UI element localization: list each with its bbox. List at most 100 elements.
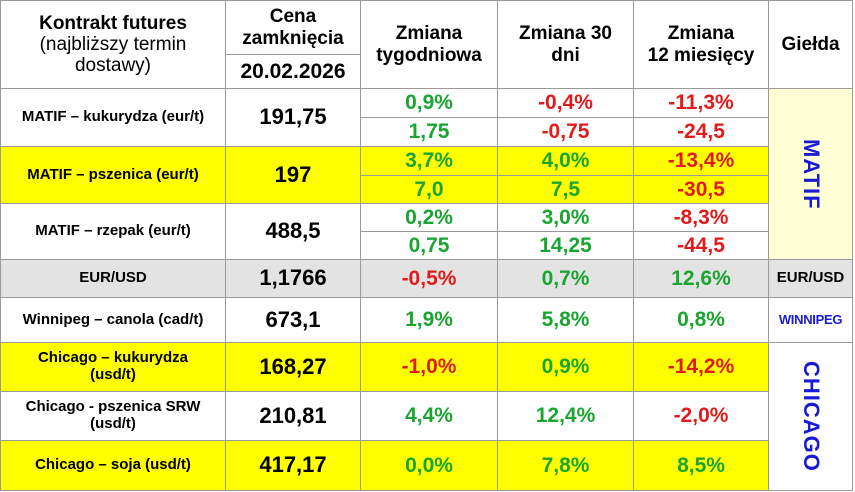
change-value: 1,9% xyxy=(405,308,453,332)
change-value: -0,4% xyxy=(538,91,593,115)
row-name-chicago-wheat: Chicago - pszenica SRW (usd/t) xyxy=(0,392,226,441)
matif-wheat-12m-abs: -30,5 xyxy=(634,176,769,204)
header-12m-line-2: 12 miesięcy xyxy=(647,44,755,66)
price-value: 191,75 xyxy=(259,104,327,130)
chicago-corn-weekly: -1,0% xyxy=(361,343,498,392)
change-value: 0,75 xyxy=(408,233,450,257)
chicago-soy-30d: 7,8% xyxy=(498,441,634,491)
change-value: -0,75 xyxy=(541,120,590,144)
matif-wheat-weekly-pct: 3,7% xyxy=(361,147,498,176)
header-price: Cena zamknięcia xyxy=(226,0,361,55)
header-contract-title: Kontrakt futures xyxy=(39,12,187,34)
eurusd-weekly: -0,5% xyxy=(361,260,498,298)
chicago-wheat-30d: 12,4% xyxy=(498,392,634,441)
exchange-chicago-label: CHICAGO xyxy=(798,361,824,472)
matif-corn-weekly-pct: 0,9% xyxy=(361,89,498,118)
chicago-soy-weekly: 0,0% xyxy=(361,441,498,491)
eurusd-12m: 12,6% xyxy=(634,260,769,298)
chicago-wheat-12m: -2,0% xyxy=(634,392,769,441)
header-exchange-text: Giełda xyxy=(781,33,840,55)
header-date: 20.02.2026 xyxy=(226,55,361,89)
row-name-text: Winnipeg – canola (cad/t) xyxy=(22,310,204,328)
exchange-eurusd-label: EUR/USD xyxy=(776,269,845,287)
row-name-chicago-soy: Chicago – soja (usd/t) xyxy=(0,441,226,491)
price-value: 197 xyxy=(274,161,312,187)
row-price-matif-wheat: 197 xyxy=(226,147,361,204)
change-value: -44,5 xyxy=(677,233,725,257)
header-contract-note-2: dostawy) xyxy=(74,55,152,77)
header-12m-line-1: Zmiana xyxy=(667,23,735,45)
price-value: 673,1 xyxy=(265,306,321,332)
row-name-eurusd: EUR/USD xyxy=(0,260,226,298)
row-name-text: EUR/USD xyxy=(79,269,147,287)
change-value: 0,9% xyxy=(405,91,453,115)
change-value: -14,2% xyxy=(667,355,735,379)
matif-wheat-30d-abs: 7,5 xyxy=(498,176,634,204)
change-value: 0,0% xyxy=(405,453,453,477)
change-value: 14,25 xyxy=(539,233,592,257)
header-30d: Zmiana 30 dni xyxy=(498,0,634,89)
chicago-corn-30d: 0,9% xyxy=(498,343,634,392)
change-value: 4,4% xyxy=(405,404,453,428)
row-name-matif-wheat: MATIF – pszenica (eur/t) xyxy=(0,147,226,204)
change-value: 7,5 xyxy=(550,177,581,201)
row-name-text: MATIF – rzepak (eur/t) xyxy=(35,222,191,240)
change-value: 0,8% xyxy=(677,308,725,332)
row-price-chicago-wheat: 210,81 xyxy=(226,392,361,441)
change-value: 3,7% xyxy=(405,149,453,173)
change-value: -0,5% xyxy=(401,266,457,290)
change-value: 0,7% xyxy=(541,266,590,290)
matif-corn-12m-abs: -24,5 xyxy=(634,118,769,147)
exchange-winnipeg-label: WINNIPEG xyxy=(778,311,843,327)
row-name-text: MATIF – pszenica (eur/t) xyxy=(27,165,199,183)
change-value: 5,8% xyxy=(541,308,590,332)
row-name-chicago-corn: Chicago – kukurydza (usd/t) xyxy=(0,343,226,392)
row-name-line-2: (usd/t) xyxy=(90,415,136,432)
winnipeg-30d: 5,8% xyxy=(498,298,634,343)
exchange-chicago: CHICAGO xyxy=(769,343,853,491)
row-name-line-1: Chicago – kukurydza xyxy=(37,349,189,367)
matif-rapeseed-30d-abs: 14,25 xyxy=(498,232,634,260)
matif-rapeseed-weekly-abs: 0,75 xyxy=(361,232,498,260)
change-value: 0,2% xyxy=(405,205,453,229)
matif-rapeseed-12m-abs: -44,5 xyxy=(634,232,769,260)
matif-rapeseed-weekly-pct: 0,2% xyxy=(361,204,498,232)
matif-corn-30d-abs: -0,75 xyxy=(498,118,634,147)
change-value: 0,9% xyxy=(541,355,590,379)
change-value: 7,8% xyxy=(541,453,590,477)
row-price-matif-rapeseed: 488,5 xyxy=(226,204,361,260)
change-value: -13,4% xyxy=(667,149,735,173)
matif-rapeseed-12m-pct: -8,3% xyxy=(634,204,769,232)
header-weekly-line-2: tygodniowa xyxy=(376,44,482,66)
change-value: 1,75 xyxy=(408,120,450,144)
row-name-matif-corn: MATIF – kukurydza (eur/t) xyxy=(0,89,226,147)
change-value: -30,5 xyxy=(677,177,725,201)
exchange-matif-label: MATIF xyxy=(798,138,824,210)
header-weekly-line-1: Zmiana xyxy=(395,23,463,45)
matif-corn-weekly-abs: 1,75 xyxy=(361,118,498,147)
header-price-line-2: zamknięcia xyxy=(242,27,344,49)
change-value: -1,0% xyxy=(401,355,457,379)
chicago-soy-12m: 8,5% xyxy=(634,441,769,491)
matif-corn-12m-pct: -11,3% xyxy=(634,89,769,118)
row-name-line-1: Chicago - pszenica SRW xyxy=(25,398,201,416)
change-value: 8,5% xyxy=(677,453,725,477)
row-name-text: Chicago – soja (usd/t) xyxy=(35,456,191,474)
header-exchange: Giełda xyxy=(769,0,853,89)
matif-wheat-weekly-abs: 7,0 xyxy=(361,176,498,204)
matif-rapeseed-30d-pct: 3,0% xyxy=(498,204,634,232)
chicago-corn-12m: -14,2% xyxy=(634,343,769,392)
row-price-chicago-corn: 168,27 xyxy=(226,343,361,392)
change-value: -2,0% xyxy=(673,404,729,428)
row-price-winnipeg-canola: 673,1 xyxy=(226,298,361,343)
change-value: 12,6% xyxy=(671,266,731,290)
matif-wheat-12m-pct: -13,4% xyxy=(634,147,769,176)
winnipeg-12m: 0,8% xyxy=(634,298,769,343)
header-date-text: 20.02.2026 xyxy=(240,59,346,83)
row-price-eurusd: 1,1766 xyxy=(226,260,361,298)
matif-corn-30d-pct: -0,4% xyxy=(498,89,634,118)
winnipeg-weekly: 1,9% xyxy=(361,298,498,343)
exchange-matif: MATIF xyxy=(769,89,853,260)
chicago-wheat-weekly: 4,4% xyxy=(361,392,498,441)
